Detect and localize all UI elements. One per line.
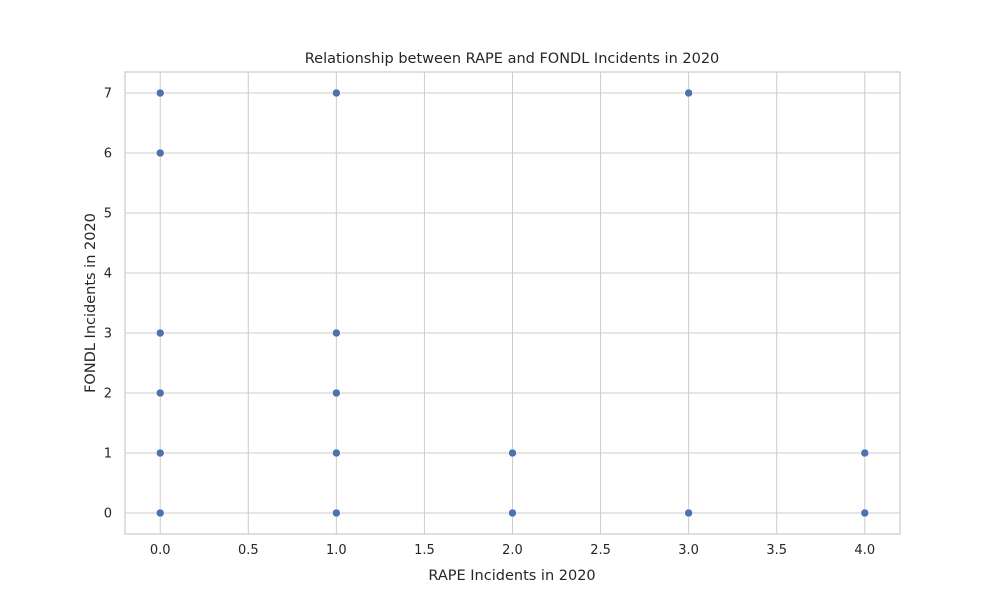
x-tick-label: 2.0: [502, 543, 523, 558]
plot-frame: [124, 71, 901, 535]
x-tick-label: 3.0: [678, 543, 699, 558]
y-tick-label: 3: [104, 327, 112, 342]
y-tick-label: 5: [104, 207, 112, 222]
x-tick-label: 1.5: [414, 543, 435, 558]
data-point: [508, 448, 517, 458]
y-axis-label: FONDL Incidents in 2020: [83, 213, 99, 393]
data-point: [684, 88, 693, 98]
y-tick-label: 0: [104, 507, 112, 522]
data-point: [155, 148, 165, 158]
data-point: [155, 448, 165, 458]
data-points: [155, 88, 870, 518]
grid: [125, 72, 900, 534]
data-point: [155, 88, 165, 98]
chart-title: Relationship between RAPE and FONDL Inci…: [305, 51, 720, 67]
data-point: [684, 508, 693, 518]
y-tick-label: 4: [104, 267, 112, 282]
y-axis-ticks: 0 1 2 3 4 5 6 7: [104, 87, 112, 522]
data-point: [332, 328, 341, 338]
data-point: [155, 508, 165, 518]
x-tick-label: 0.0: [150, 543, 171, 558]
data-point: [332, 508, 341, 518]
y-tick-label: 6: [104, 147, 112, 162]
y-tick-label: 2: [104, 387, 112, 402]
x-tick-label: 1.0: [326, 543, 347, 558]
x-tick-label: 3.5: [766, 543, 787, 558]
data-point: [155, 388, 165, 398]
data-point: [332, 88, 341, 98]
x-axis-label: RAPE Incidents in 2020: [428, 568, 595, 584]
data-point: [155, 328, 165, 338]
x-tick-label: 4.0: [854, 543, 875, 558]
data-point: [860, 508, 870, 518]
y-tick-label: 7: [104, 87, 112, 102]
data-point: [860, 448, 870, 458]
data-point: [508, 508, 517, 518]
x-tick-label: 2.5: [590, 543, 611, 558]
data-point: [332, 448, 341, 458]
y-tick-label: 1: [104, 447, 112, 462]
x-axis-ticks: 0.0 0.5 1.0 1.5 2.0 2.5 3.0 3.5 4.0: [150, 543, 875, 558]
data-point: [332, 388, 341, 398]
x-tick-label: 0.5: [238, 543, 259, 558]
